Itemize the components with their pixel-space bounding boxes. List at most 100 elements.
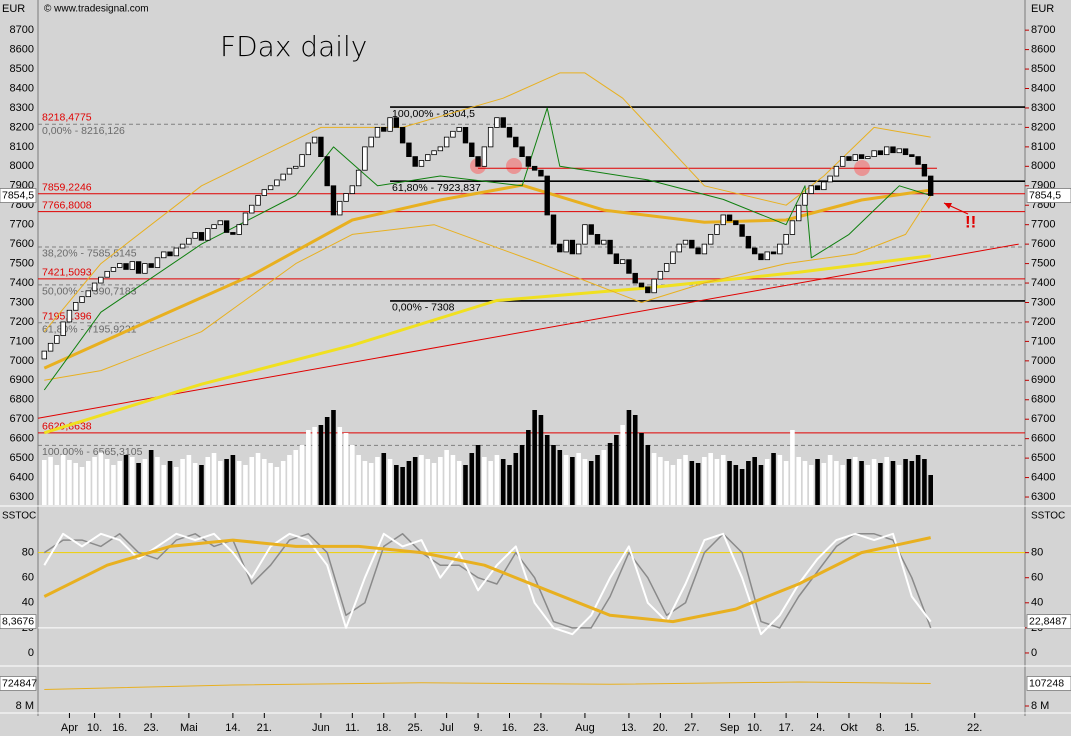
value-label: 8,3676	[2, 615, 34, 627]
volume-bar	[456, 461, 462, 505]
level-label: 7766,8008	[42, 199, 92, 211]
candle-body	[601, 239, 607, 245]
value-label-box	[0, 614, 37, 630]
volume-bar	[639, 433, 644, 505]
y-tick-label: 8 M	[16, 700, 34, 712]
volume-bar	[337, 427, 343, 505]
candle-body	[475, 156, 481, 167]
candle-body	[154, 257, 161, 268]
candle-body	[921, 163, 928, 177]
candle-body	[865, 156, 871, 159]
x-tick-label: 10.	[87, 722, 102, 734]
volume-bar	[243, 465, 248, 505]
source: © www.tradesignal.com	[44, 4, 149, 15]
candle-body	[575, 243, 582, 255]
candle-body	[305, 142, 312, 156]
volume-bar	[431, 463, 437, 505]
volume-bar	[570, 457, 575, 505]
y-tick-label: 6300	[10, 491, 34, 503]
indicator-line	[43, 107, 931, 391]
volume-bar	[255, 453, 261, 505]
volume-bar	[262, 459, 267, 505]
volume-bar	[123, 455, 129, 505]
candle-body	[135, 261, 142, 274]
volume-bar	[846, 459, 852, 505]
candle-body	[852, 154, 858, 161]
candle-body	[481, 146, 488, 167]
volume-bar	[695, 463, 701, 505]
candle-body	[726, 214, 733, 222]
candle-body	[682, 239, 689, 245]
candle-body	[487, 127, 494, 148]
indicator-line	[43, 533, 932, 629]
volume-bar	[394, 465, 399, 505]
volume-bar	[670, 465, 676, 505]
volume-bar	[375, 457, 380, 505]
level-label: 8218,4775	[42, 112, 92, 124]
indicator-line	[43, 536, 932, 624]
y-tick-label: 7100	[10, 335, 34, 347]
volume-bar	[293, 450, 299, 505]
volume-bar	[808, 465, 814, 505]
y-tick-label: 6900	[10, 374, 34, 386]
candle-body	[607, 239, 613, 255]
unit-label: EUR	[1031, 3, 1054, 15]
candle-body	[701, 243, 708, 255]
candle-body	[173, 247, 180, 257]
candle-body	[557, 243, 563, 253]
volume-bar	[400, 467, 405, 505]
candle-body	[745, 235, 752, 249]
volume-bar	[494, 455, 500, 505]
candle-body	[890, 146, 896, 154]
volume-bar	[425, 459, 431, 505]
volume-bar	[104, 459, 110, 505]
annotation: !!	[965, 212, 976, 231]
volume-bar	[582, 459, 588, 505]
volume-bar	[67, 460, 72, 505]
candle-body	[349, 185, 356, 194]
candle-body	[255, 195, 261, 206]
volume-bar	[482, 457, 487, 505]
volume-bar	[651, 453, 657, 505]
value-label: 22,8487	[1029, 615, 1067, 627]
volume-bar	[350, 445, 355, 505]
candle-body	[802, 193, 808, 206]
volume-bar	[708, 453, 713, 505]
volume-bar	[720, 455, 726, 505]
value-label-box	[1026, 614, 1071, 630]
volume-bar	[500, 459, 506, 505]
y-tick-label: 8200	[1031, 121, 1055, 133]
volume-bar	[419, 455, 424, 505]
candle-body	[318, 136, 324, 157]
candle-body	[167, 251, 173, 257]
candle-body	[525, 156, 532, 167]
volume-bar	[136, 463, 141, 505]
candle-body	[186, 237, 192, 245]
candle-body	[261, 189, 268, 196]
candle-body	[670, 251, 676, 264]
volume-bar	[664, 461, 669, 505]
candle-body	[645, 286, 651, 294]
x-tick-label: 27.	[684, 722, 699, 734]
level-label: 100,00% - 8304,5	[392, 108, 475, 120]
x-tick-label: 18.	[376, 722, 391, 734]
volume-bar	[871, 459, 877, 505]
candle-body	[764, 251, 770, 261]
y-tick-label: 60	[1031, 572, 1043, 584]
y-tick-label: 7100	[1031, 335, 1055, 347]
candle-body	[399, 127, 406, 144]
candle-body	[192, 232, 198, 239]
y-tick-label: 80	[1031, 547, 1043, 559]
y-tick-label: 6600	[1031, 433, 1055, 445]
candle-body	[324, 156, 330, 187]
candle-body	[594, 234, 601, 245]
value-label: 107248	[1029, 677, 1064, 689]
volume-bar	[180, 459, 185, 505]
x-tick-label: 11.	[345, 722, 359, 734]
candle-body	[110, 267, 117, 272]
volume-bar	[915, 455, 921, 505]
volume-bar	[224, 459, 229, 505]
candle-body	[355, 169, 362, 187]
candle-body	[462, 127, 469, 144]
